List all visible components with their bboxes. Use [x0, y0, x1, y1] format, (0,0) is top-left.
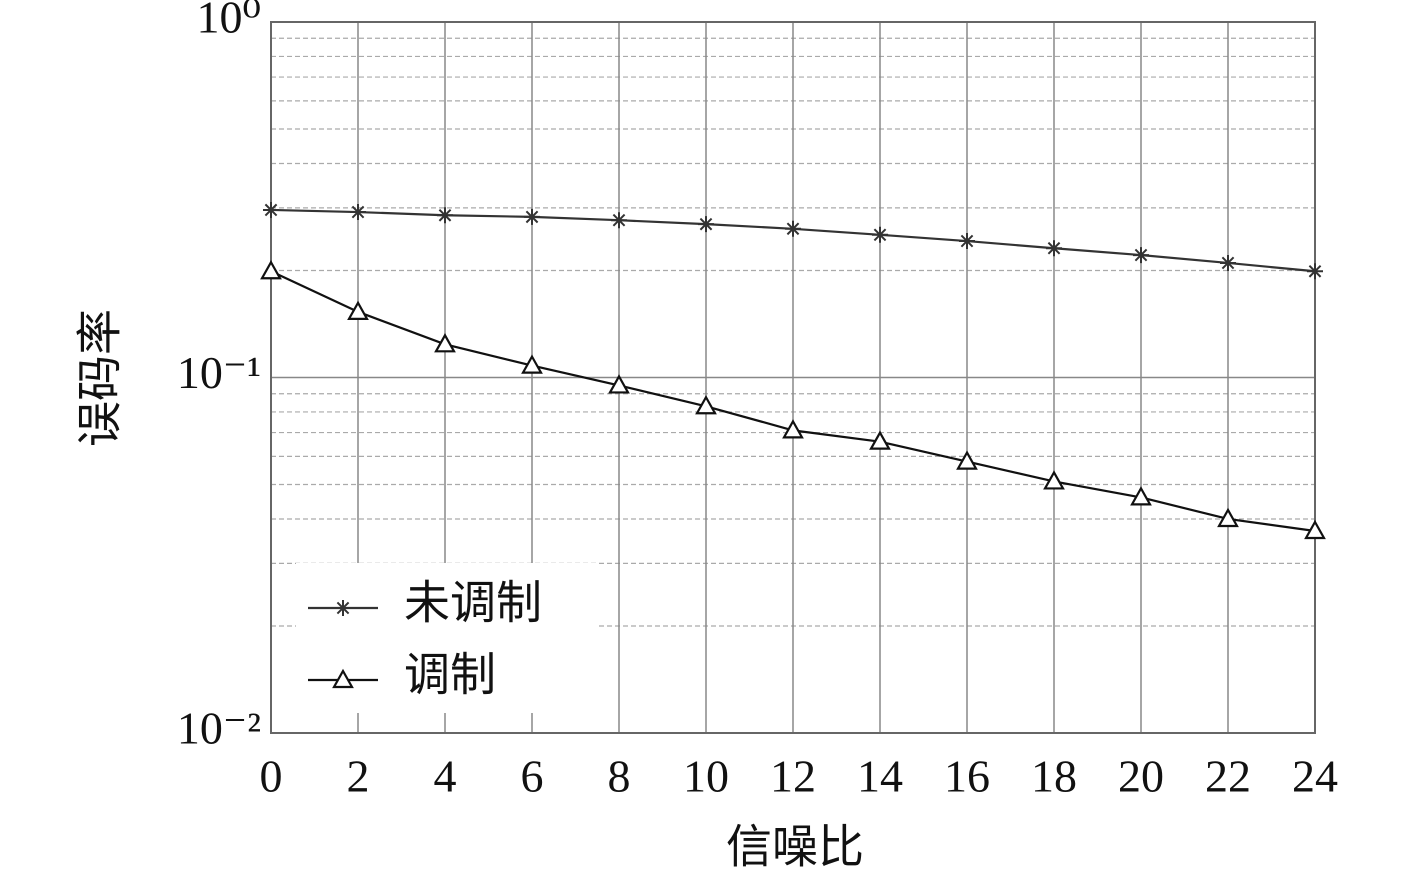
- data-point: [350, 204, 366, 221]
- triangle-marker: [1043, 470, 1065, 490]
- x-tick-label: 6: [521, 751, 544, 802]
- x-tick-label: 24: [1292, 751, 1338, 802]
- legend-entry: 未调制: [308, 578, 542, 629]
- triangle-marker: [956, 450, 978, 470]
- data-point: [611, 212, 627, 229]
- triangle-marker: [1217, 507, 1239, 528]
- legend-label: 未调制: [404, 578, 542, 629]
- legend-marker: [335, 600, 351, 616]
- x-tick-label: 4: [434, 751, 457, 802]
- data-point: [1043, 470, 1065, 490]
- star-marker: [263, 201, 279, 218]
- data-point: [869, 430, 891, 450]
- star-marker: [1307, 263, 1323, 280]
- triangle-marker: [347, 300, 369, 320]
- legend-marker: [332, 668, 354, 689]
- star-marker: [1133, 247, 1149, 264]
- x-tick-label: 12: [770, 751, 816, 802]
- y-axis-label: 误码率: [75, 309, 126, 447]
- star-marker: [437, 207, 453, 224]
- star-marker: [1220, 254, 1236, 271]
- y-tick-label: 10⁻¹: [177, 347, 261, 398]
- triangle-marker: [608, 374, 630, 394]
- star-marker: [524, 208, 540, 225]
- data-point: [872, 226, 888, 243]
- x-tick-label: 2: [347, 751, 370, 802]
- data-point: [347, 300, 369, 320]
- data-point: [1307, 263, 1323, 280]
- legend-entry: 调制: [308, 650, 496, 701]
- triangle-marker: [695, 395, 717, 415]
- data-point: [782, 419, 804, 439]
- star-marker: [350, 204, 366, 221]
- y-tick-label: 10⁰: [197, 0, 261, 43]
- data-point: [785, 220, 801, 237]
- data-point: [434, 333, 456, 353]
- data-point: [260, 260, 282, 280]
- star-marker: [785, 220, 801, 237]
- triangle-marker: [434, 333, 456, 353]
- data-point: [959, 233, 975, 250]
- triangle-marker: [782, 419, 804, 439]
- data-point: [956, 450, 978, 470]
- data-point: [1304, 519, 1326, 540]
- y-tick-label: 10⁻²: [177, 703, 261, 754]
- triangle-marker: [521, 354, 543, 374]
- data-point: [1217, 507, 1239, 528]
- x-tick-label: 14: [857, 751, 903, 802]
- data-point: [524, 208, 540, 225]
- star-marker: [698, 216, 714, 233]
- x-tick-label: 18: [1031, 751, 1077, 802]
- data-point: [263, 201, 279, 218]
- x-tick-label: 22: [1205, 751, 1251, 802]
- x-axis-label: 信噪比: [726, 822, 864, 873]
- star-marker: [611, 212, 627, 229]
- star-marker: [959, 233, 975, 250]
- x-tick-label: 8: [608, 751, 631, 802]
- star-marker: [1046, 240, 1062, 257]
- data-point: [1220, 254, 1236, 271]
- plot-frame: [270, 21, 1316, 734]
- x-tick-label: 20: [1118, 751, 1164, 802]
- triangle-marker: [1130, 486, 1152, 506]
- x-tick-label: 16: [944, 751, 990, 802]
- star-marker: [872, 226, 888, 243]
- data-point: [698, 216, 714, 233]
- data-point: [521, 354, 543, 374]
- x-tick-label: 0: [260, 751, 283, 802]
- triangle-marker: [260, 260, 282, 280]
- data-point: [1130, 486, 1152, 506]
- legend-label: 调制: [404, 650, 496, 701]
- data-point: [695, 395, 717, 415]
- triangle-marker: [869, 430, 891, 450]
- triangle-marker: [1304, 519, 1326, 540]
- data-point: [437, 207, 453, 224]
- data-point: [608, 374, 630, 394]
- data-point: [1133, 247, 1149, 264]
- x-tick-label: 10: [683, 751, 729, 802]
- data-point: [1046, 240, 1062, 257]
